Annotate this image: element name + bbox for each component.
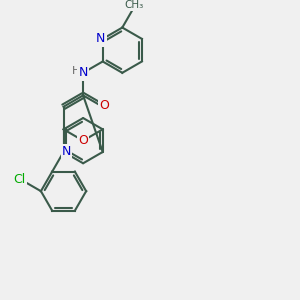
Text: N: N	[96, 32, 105, 45]
Text: N: N	[62, 146, 71, 158]
Text: O: O	[99, 98, 109, 112]
Text: CH₃: CH₃	[124, 0, 143, 10]
Text: Cl: Cl	[13, 173, 26, 186]
Text: H: H	[72, 66, 80, 76]
Text: O: O	[78, 134, 88, 147]
Text: N: N	[78, 66, 88, 79]
